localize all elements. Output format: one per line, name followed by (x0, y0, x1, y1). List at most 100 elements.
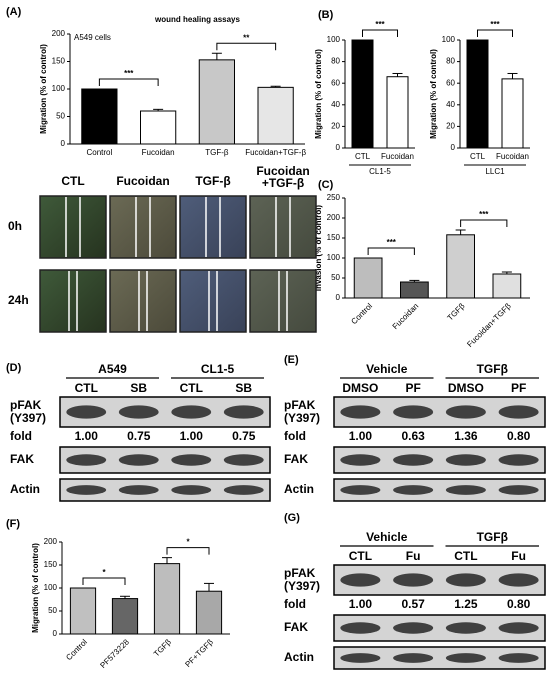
significance-label: *** (124, 69, 134, 78)
micrograph (39, 195, 107, 259)
bar (492, 273, 522, 299)
fold-value: 0.75 (127, 429, 151, 443)
blot-band (445, 622, 486, 634)
y-axis-label: Migration (% of control) (31, 543, 40, 633)
bar (195, 590, 223, 635)
micrograph (109, 195, 177, 259)
group-label: TGFβ (477, 530, 508, 544)
fold-value: 0.80 (507, 597, 531, 611)
blot-band (498, 573, 539, 587)
blot-band (445, 454, 486, 466)
blot-band (445, 485, 486, 495)
x-tick-label: TGFβ (446, 301, 467, 322)
blot-band (393, 405, 434, 419)
significance-label: *** (375, 20, 385, 29)
micrograph (39, 269, 107, 333)
y-tick-label: 60 (331, 78, 340, 87)
blot-band (340, 485, 381, 495)
x-tick-label: Fucoidan (142, 148, 175, 157)
micrograph (179, 269, 247, 333)
x-tick-label: PF573228 (98, 637, 131, 670)
group-label: TGFβ (477, 362, 508, 376)
y-tick-label: 0 (53, 629, 58, 638)
blot-band (498, 485, 539, 495)
fold-value: 1.36 (454, 429, 478, 443)
blot-strip (59, 478, 271, 502)
blot-band (171, 485, 212, 495)
bar (386, 76, 409, 149)
blot-band (340, 454, 381, 466)
y-tick-label: 80 (331, 57, 340, 66)
bar (111, 598, 139, 635)
y-tick-label: 0 (61, 139, 66, 148)
bar (466, 39, 489, 149)
lane-label: Fu (511, 549, 526, 563)
lane-label: PF (405, 381, 420, 395)
annotation: A549 cells (74, 33, 111, 42)
y-axis-label: invasion (% of control) (314, 205, 323, 292)
row-label: (Y397) (10, 411, 46, 425)
fold-value: 0.75 (232, 429, 256, 443)
blot-band (445, 573, 486, 587)
lane-label: CTL (349, 549, 372, 563)
blot-band (498, 653, 539, 663)
blot-band (223, 454, 264, 466)
x-tick-label: Control (349, 301, 374, 326)
micrograph (249, 195, 317, 259)
column-label: Fucoidan (116, 174, 169, 188)
blot-band (66, 485, 107, 495)
blot-band (171, 454, 212, 466)
blot-band (393, 622, 434, 634)
significance-bracket (362, 29, 398, 37)
bar (140, 110, 177, 145)
row-label: pFAK (284, 566, 316, 580)
row-label: Actin (284, 482, 314, 496)
significance-label: * (102, 568, 106, 577)
significance-bracket (460, 219, 508, 227)
micrograph (249, 269, 317, 333)
blot-band (223, 485, 264, 495)
y-tick-label: 50 (331, 273, 340, 282)
y-tick-label: 60 (446, 78, 455, 87)
bar (400, 281, 429, 299)
blot-band (340, 405, 381, 419)
panel-label: (F) (6, 518, 20, 530)
row-label: 24h (8, 293, 29, 307)
x-tick-label: Fucoidan (381, 152, 414, 161)
x-tick-label: Fucoidan+TGFβ (465, 301, 513, 349)
blot-band (498, 405, 539, 419)
y-tick-label: 80 (446, 57, 455, 66)
group-label: CL1-5 (201, 362, 235, 376)
y-tick-label: 100 (327, 253, 341, 262)
x-tick-label: CTL (470, 152, 486, 161)
fold-value: 0.63 (401, 429, 425, 443)
panel-label: (D) (6, 362, 22, 374)
bar (353, 257, 383, 299)
x-tick-label: TGF-β (205, 148, 229, 157)
row-label: pFAK (10, 398, 42, 412)
blot-strip (333, 646, 546, 670)
group-label: A549 (98, 362, 127, 376)
x-tick-label: Fucoidan (391, 302, 421, 332)
panel-label: (A) (6, 6, 22, 18)
lane-label: CTL (75, 381, 98, 395)
panel-label: (G) (284, 512, 300, 524)
row-label: FAK (10, 452, 34, 466)
blot-band (118, 405, 159, 419)
column-label: Fucoidan (256, 164, 309, 178)
row-label: fold (284, 597, 306, 611)
panel-label: (E) (284, 354, 299, 366)
blot-band (66, 454, 107, 466)
bar (198, 59, 235, 145)
x-tick-label: PF+TGFβ (183, 637, 215, 669)
x-axis-label: CL1-5 (369, 167, 391, 176)
y-tick-label: 20 (331, 122, 340, 131)
blot-band (340, 653, 381, 663)
significance-bracket (216, 42, 277, 51)
lane-label: DMSO (342, 381, 378, 395)
significance-label: *** (490, 20, 500, 29)
row-label: FAK (284, 452, 308, 466)
fold-value: 1.00 (349, 429, 373, 443)
fold-value: 1.00 (75, 429, 99, 443)
